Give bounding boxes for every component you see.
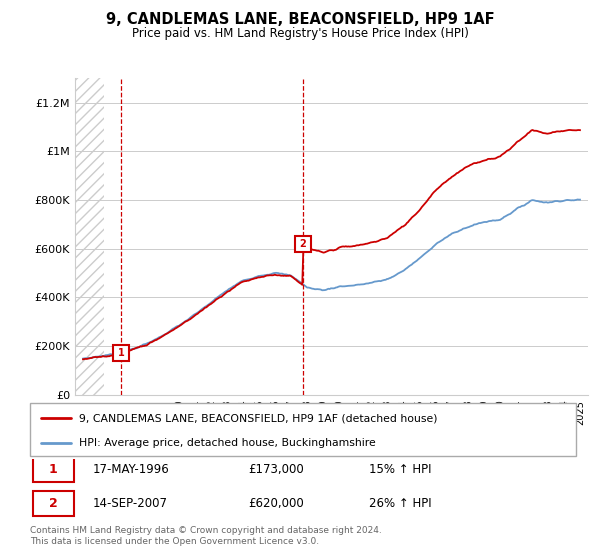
FancyBboxPatch shape [33, 492, 74, 516]
Text: 17-MAY-1996: 17-MAY-1996 [93, 463, 170, 476]
Bar [75, 78, 104, 395]
Text: 26% ↑ HPI: 26% ↑ HPI [368, 497, 431, 510]
FancyBboxPatch shape [33, 458, 74, 482]
Text: Contains HM Land Registry data © Crown copyright and database right 2024.
This d: Contains HM Land Registry data © Crown c… [30, 526, 382, 546]
Text: 15% ↑ HPI: 15% ↑ HPI [368, 463, 431, 476]
Text: 14-SEP-2007: 14-SEP-2007 [93, 497, 168, 510]
Text: 1: 1 [49, 463, 58, 476]
Text: 2: 2 [299, 239, 306, 249]
FancyBboxPatch shape [30, 403, 576, 456]
Text: 1: 1 [118, 348, 125, 358]
Text: 2: 2 [49, 497, 58, 510]
Text: £620,000: £620,000 [248, 497, 304, 510]
Text: HPI: Average price, detached house, Buckinghamshire: HPI: Average price, detached house, Buck… [79, 438, 376, 448]
Text: £173,000: £173,000 [248, 463, 304, 476]
Text: Price paid vs. HM Land Registry's House Price Index (HPI): Price paid vs. HM Land Registry's House … [131, 27, 469, 40]
Text: 9, CANDLEMAS LANE, BEACONSFIELD, HP9 1AF (detached house): 9, CANDLEMAS LANE, BEACONSFIELD, HP9 1AF… [79, 413, 437, 423]
Text: 9, CANDLEMAS LANE, BEACONSFIELD, HP9 1AF: 9, CANDLEMAS LANE, BEACONSFIELD, HP9 1AF [106, 12, 494, 27]
